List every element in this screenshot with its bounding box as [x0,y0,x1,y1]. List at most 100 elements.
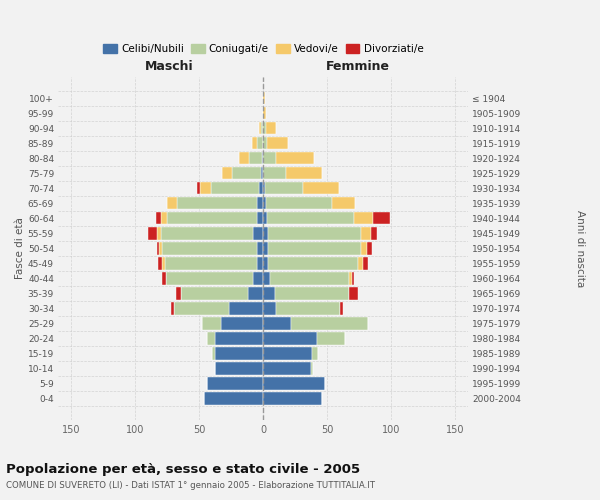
Bar [251,137,257,149]
Bar [263,122,266,134]
Text: COMUNE DI SUVERETO (LI) - Dati ISTAT 1° gennaio 2005 - Elaborazione TUTTITALIA.I: COMUNE DI SUVERETO (LI) - Dati ISTAT 1° … [6,481,375,490]
Bar [215,362,263,374]
Bar [266,197,332,209]
Bar [257,137,263,149]
Bar [263,332,317,344]
Bar [211,182,259,194]
Bar [263,377,325,390]
Bar [354,212,373,224]
Bar [157,242,160,254]
Bar [162,272,166,284]
Bar [263,287,275,300]
Bar [263,347,312,360]
Bar [352,272,354,284]
Bar [263,167,286,179]
Bar [269,272,349,284]
Bar [268,257,358,270]
Bar [263,212,267,224]
Bar [276,302,340,314]
Bar [373,212,390,224]
Bar [349,287,358,300]
Bar [215,332,263,344]
Bar [268,227,361,239]
Bar [361,227,371,239]
Bar [200,182,211,194]
Bar [161,212,167,224]
Bar [164,257,257,270]
Bar [181,287,248,300]
Bar [275,287,349,300]
Bar [268,242,361,254]
Bar [259,182,263,194]
Bar [257,242,263,254]
Bar [263,362,311,374]
Bar [263,137,267,149]
Bar [249,152,262,164]
Bar [303,182,339,194]
Bar [197,182,200,194]
Bar [371,227,377,239]
Bar [263,257,268,270]
Bar [155,212,161,224]
Bar [259,122,260,134]
Bar [263,302,276,314]
Bar [204,392,263,404]
Bar [349,272,352,284]
Bar [260,122,263,134]
Bar [361,242,367,254]
Bar [239,152,249,164]
Bar [311,362,313,374]
Bar [167,212,257,224]
Bar [262,152,263,164]
Bar [263,197,266,209]
Bar [253,272,263,284]
Bar [317,332,345,344]
Y-axis label: Fasce di età: Fasce di età [15,218,25,280]
Bar [202,317,221,330]
Text: Femmine: Femmine [326,60,389,73]
Bar [257,212,263,224]
Bar [162,257,164,270]
Bar [267,212,354,224]
Bar [263,107,266,120]
Bar [312,347,319,360]
Bar [276,152,314,164]
Bar [257,197,263,209]
Y-axis label: Anni di nascita: Anni di nascita [575,210,585,287]
Bar [263,242,268,254]
Bar [332,197,355,209]
Bar [161,227,253,239]
Bar [148,227,157,239]
Bar [263,317,292,330]
Bar [160,242,162,254]
Bar [266,122,276,134]
Bar [162,242,257,254]
Bar [158,257,162,270]
Bar [171,302,173,314]
Bar [166,272,253,284]
Bar [292,317,368,330]
Bar [267,137,287,149]
Bar [207,377,263,390]
Text: Maschi: Maschi [145,60,193,73]
Bar [263,392,322,404]
Bar [340,302,343,314]
Bar [157,227,161,239]
Bar [229,302,263,314]
Bar [265,182,303,194]
Bar [263,152,276,164]
Bar [178,197,257,209]
Bar [173,302,229,314]
Bar [248,287,263,300]
Bar [212,347,215,360]
Bar [167,197,178,209]
Bar [358,257,363,270]
Bar [363,257,368,270]
Text: Popolazione per età, sesso e stato civile - 2005: Popolazione per età, sesso e stato civil… [6,462,360,475]
Legend: Celibi/Nubili, Coniugati/e, Vedovi/e, Divorziati/e: Celibi/Nubili, Coniugati/e, Vedovi/e, Di… [101,42,425,56]
Bar [263,272,269,284]
Bar [222,167,232,179]
Bar [260,167,263,179]
Bar [232,167,260,179]
Bar [263,182,265,194]
